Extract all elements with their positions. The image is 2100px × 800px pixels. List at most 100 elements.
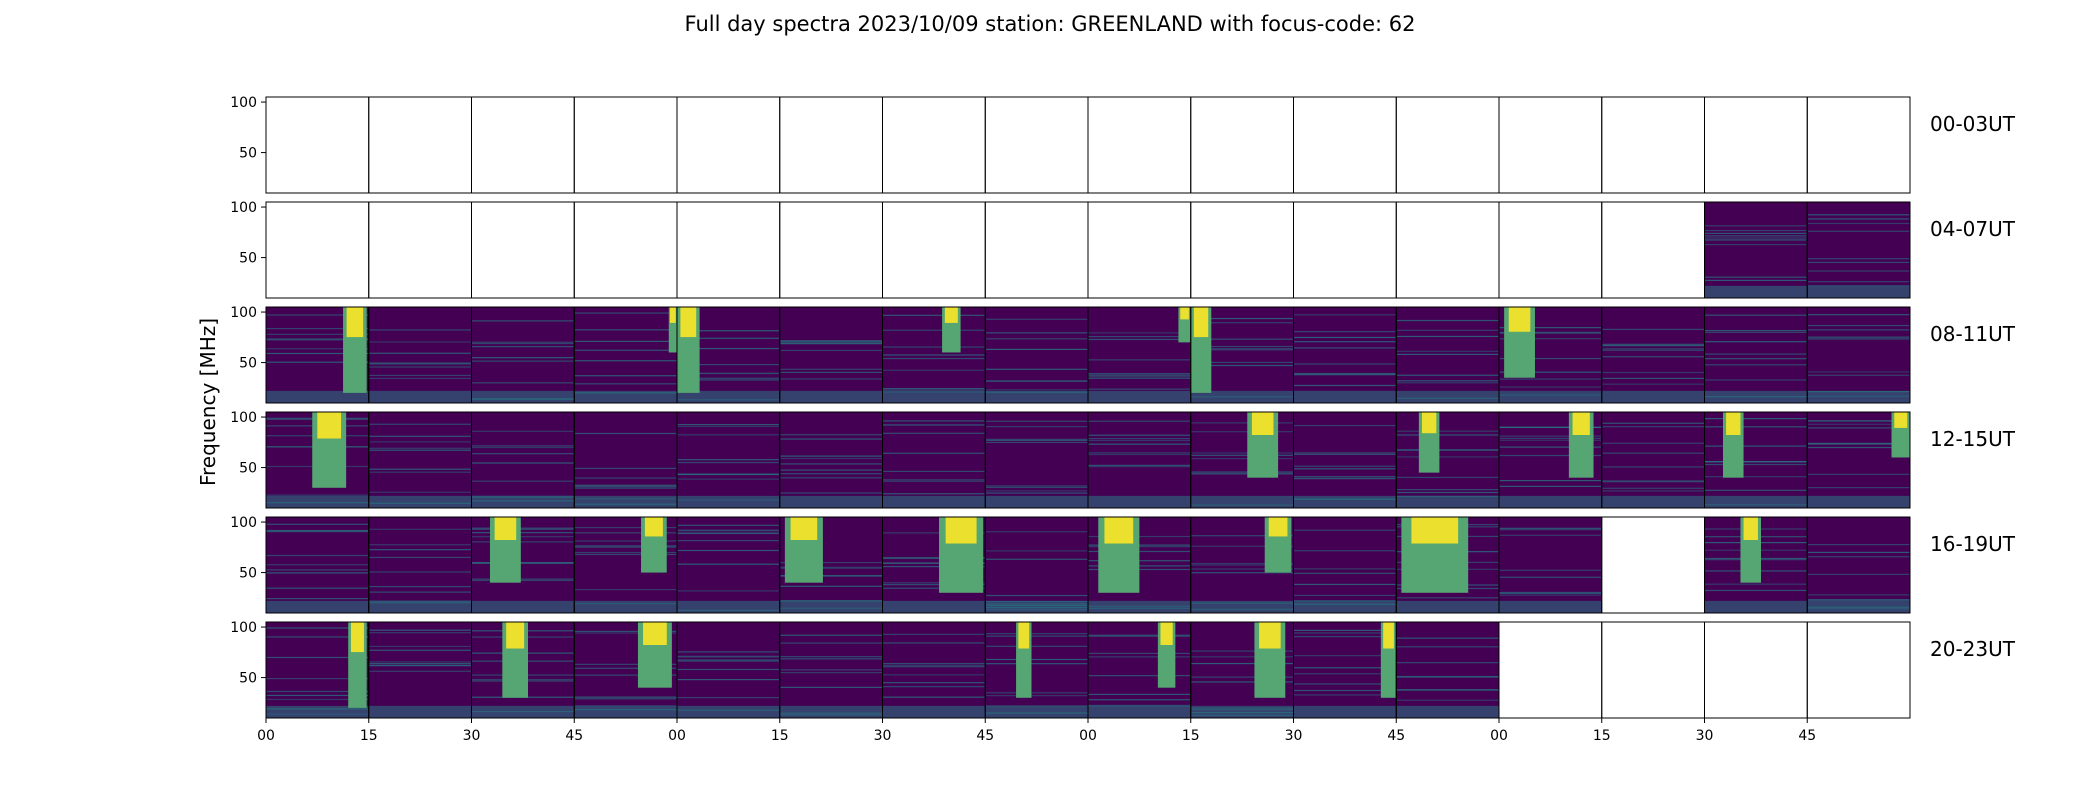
noise-line [266, 587, 369, 589]
noise-line [1396, 434, 1499, 436]
noise-line [677, 660, 780, 662]
low-freq-band [1807, 390, 1910, 403]
spectrum-panel [1190, 412, 1294, 508]
noise-line [677, 668, 780, 671]
noise-line [985, 663, 1088, 665]
noise-line [574, 630, 677, 633]
x-tick-label: 45 [1387, 728, 1405, 744]
noise-line [1088, 675, 1191, 677]
noise-line [1088, 466, 1191, 468]
empty-panel [1499, 202, 1602, 298]
noise-line [1807, 573, 1910, 575]
panel-frame [1806, 201, 1911, 299]
noise-line [1704, 229, 1808, 232]
noise-line [985, 490, 1088, 492]
noise-line [1807, 261, 1910, 264]
noise-line [266, 338, 369, 340]
noise-line [1704, 243, 1808, 246]
row-08-11UT: 100 50 08-11UT [230, 305, 2016, 404]
noise-line [985, 380, 1088, 382]
noise-line [368, 423, 472, 425]
burst-event [668, 307, 677, 353]
noise-line [1499, 439, 1602, 441]
low-freq-band [1807, 285, 1910, 298]
noise-line [574, 588, 677, 591]
noise-line [1396, 637, 1499, 639]
noise-line [779, 585, 883, 587]
noise-line [266, 348, 369, 350]
spectrum-panel [471, 517, 575, 613]
noise-line [471, 462, 575, 464]
noise-line [1396, 597, 1499, 599]
noise-line [368, 661, 472, 663]
noise-line [368, 363, 472, 365]
burst-core [1160, 622, 1173, 645]
noise-line [1293, 468, 1397, 470]
noise-line [1088, 693, 1191, 696]
noise-line [471, 430, 575, 432]
empty-panel [1499, 622, 1602, 718]
noise-line [779, 642, 883, 644]
noise-line [368, 447, 472, 449]
noise-line [1088, 336, 1191, 338]
noise-line [1293, 550, 1397, 552]
low-freq-band [1088, 600, 1191, 613]
noise-line [1088, 704, 1191, 707]
low-freq-band [1293, 495, 1397, 508]
noise-line [1190, 545, 1294, 547]
noise-line [1807, 423, 1910, 425]
noise-line [1499, 357, 1602, 360]
noise-line [1704, 358, 1808, 360]
spectrum-panel [779, 412, 883, 508]
empty-panel [882, 202, 986, 298]
empty-panel [1293, 202, 1397, 298]
empty-panel [471, 202, 575, 298]
noise-line [1704, 329, 1808, 332]
noise-line [1190, 650, 1294, 652]
noise-line [779, 342, 883, 344]
noise-line [1704, 232, 1808, 234]
noise-line [266, 694, 369, 697]
noise-line [368, 591, 472, 593]
panel-frame [1806, 516, 1911, 614]
noise-line [985, 692, 1088, 694]
noise-line [368, 665, 472, 667]
noise-line [266, 636, 369, 638]
low-freq-band [677, 495, 780, 508]
x-tick-label: 30 [463, 728, 481, 744]
noise-line [471, 382, 575, 384]
noise-line [1807, 599, 1910, 601]
noise-line [882, 432, 986, 434]
empty-panel [1396, 202, 1499, 298]
spectrum-panel [1293, 412, 1397, 508]
noise-line [1396, 456, 1499, 458]
noise-line [1704, 353, 1808, 355]
noise-line [574, 349, 677, 351]
noise-line [1704, 445, 1808, 447]
empty-panel [1704, 97, 1808, 193]
noise-line [779, 368, 883, 370]
noise-line [1190, 568, 1294, 570]
noise-line [677, 423, 780, 426]
noise-line [1601, 422, 1705, 424]
burst-core [790, 517, 818, 540]
empty-panel [882, 97, 986, 193]
noise-line [1293, 694, 1397, 696]
empty-panel [1601, 97, 1705, 193]
spectrum-panel [1807, 202, 1910, 298]
noise-line [882, 369, 986, 371]
noise-line [1293, 384, 1397, 387]
noise-line [1088, 443, 1191, 445]
noise-line [1704, 237, 1808, 239]
noise-line [266, 554, 369, 557]
x-tick-label: 45 [1798, 728, 1816, 744]
empty-panel [1190, 202, 1294, 298]
noise-line [1088, 464, 1191, 466]
noise-line [882, 696, 986, 698]
low-freq-band [779, 600, 883, 613]
spectrum-panel [1601, 412, 1705, 508]
noise-line [1704, 379, 1808, 381]
panel-frame [1806, 306, 1911, 404]
noise-line [677, 473, 780, 475]
noise-line [1088, 437, 1191, 440]
